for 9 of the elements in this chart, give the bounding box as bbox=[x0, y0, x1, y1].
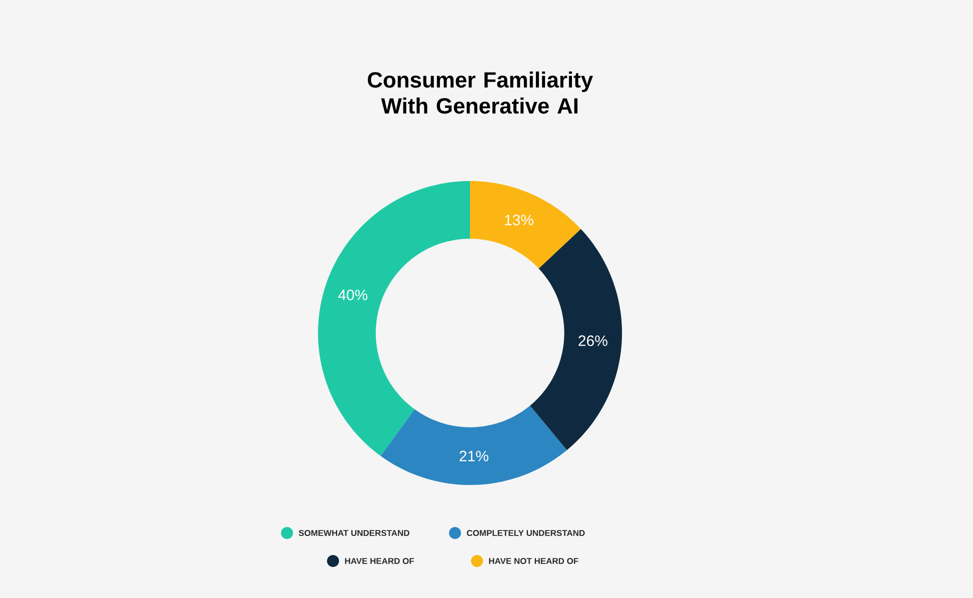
legend-label: COMPLETELY UNDERSTAND bbox=[466, 530, 585, 536]
legend-label: HAVE NOT HEARD OF bbox=[489, 558, 578, 564]
data-label: 40% bbox=[338, 290, 368, 300]
data-label: 21% bbox=[460, 450, 488, 462]
data-label: 26% bbox=[578, 335, 608, 346]
legend-label: SOMEWHAT UNDERSTAND bbox=[298, 530, 410, 536]
data-label: 13% bbox=[505, 214, 534, 226]
chart-title: Consumer Familiarity With Generative AI bbox=[368, 72, 593, 114]
legend-label: HAVE HEARD OF bbox=[345, 558, 414, 564]
